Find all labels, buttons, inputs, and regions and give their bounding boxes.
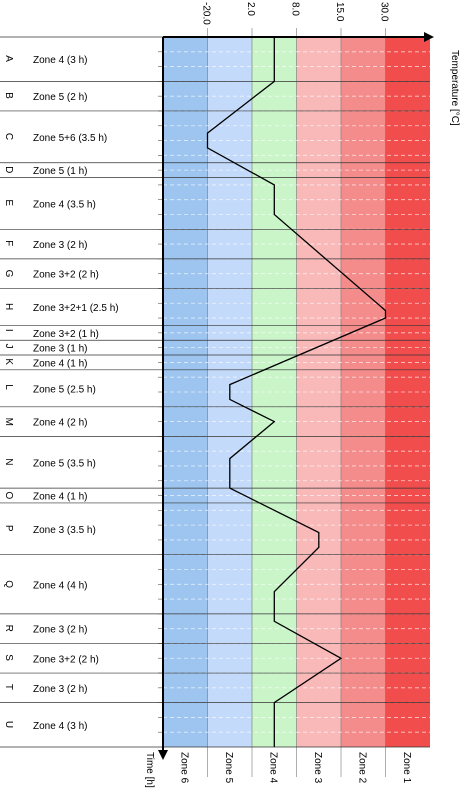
x-tick-label: -20.0	[201, 2, 212, 25]
segment-label: Zone 4 (1 h)	[33, 492, 87, 503]
zone-label: Zone 5	[223, 752, 234, 784]
segment-letter: E	[3, 199, 14, 206]
x-tick-labels: -20.0 2.0 8.0 15.0 30.0	[201, 2, 390, 25]
x-tick-label: 30.0	[379, 2, 390, 22]
segment-label: Zone 3+2 (2 h)	[33, 654, 99, 665]
segment-label: Zone 5 (3.5 h)	[33, 458, 96, 469]
x-axis-label: Temperature [°C]	[449, 50, 460, 126]
segment-label: Zone 3+2 (1 h)	[33, 329, 99, 340]
segment-letter: S	[3, 654, 14, 661]
segment-letter: O	[3, 492, 14, 500]
segment-label: Zone 5 (2.5 h)	[33, 384, 96, 395]
segment-letter: C	[3, 133, 14, 140]
segment-letter: N	[3, 458, 14, 465]
x-tick-label: 15.0	[334, 2, 345, 22]
segment-label: Zone 3+2 (2 h)	[33, 270, 99, 281]
segment-letter: A	[3, 55, 14, 62]
segment-letter: R	[3, 625, 14, 632]
segment-label: Zone 4 (3.5 h)	[33, 199, 96, 210]
segment-label: Zone 5 (1 h)	[33, 166, 87, 177]
x-tick-label: 2.0	[245, 2, 256, 16]
segment-letter: L	[3, 384, 14, 390]
segment-letter: P	[3, 525, 14, 532]
segment-label: Zone 3 (2 h)	[33, 684, 87, 695]
segment-label: Zone 5 (2 h)	[33, 92, 87, 103]
segment-letter: T	[3, 684, 14, 690]
segment-letter: H	[3, 303, 14, 310]
segment-letter: B	[3, 92, 14, 99]
y-axis-arrow	[158, 750, 168, 760]
segment-letter: D	[3, 166, 14, 173]
temperature-series-line	[206, 37, 387, 747]
x-tick-label: 8.0	[290, 2, 301, 16]
segment-label: Zone 3 (2 h)	[33, 625, 87, 636]
zone-label: Zone 2	[356, 752, 367, 784]
segment-label: Zone 4 (3 h)	[33, 721, 87, 732]
segment-letter: K	[3, 358, 14, 365]
segment-letter: I	[3, 329, 14, 332]
zone-label: Zone 4	[267, 752, 278, 784]
y-axis-label: Time [h]	[144, 752, 155, 788]
temperature-line	[206, 37, 387, 747]
segment-label: Zone 3 (1 h)	[33, 344, 87, 355]
segment-letter: J	[3, 344, 14, 349]
segment-label: Zone 4 (2 h)	[33, 418, 87, 429]
zone-labels: Zone 6 Zone 5 Zone 4 Zone 3 Zone 2 Zone 1	[178, 752, 412, 784]
zone-label: Zone 6	[178, 752, 189, 784]
segment-label: Zone 3+2+1 (2.5 h)	[33, 303, 119, 314]
segment-letter: Q	[3, 580, 14, 588]
segment-label: Zone 4 (4 h)	[33, 580, 87, 591]
segment-letter: M	[3, 418, 14, 426]
segment-rows: A Zone 4 (3 h) B Zone 5 (2 h) C Zone 5+6 (3.5…	[0, 36, 430, 748]
zone-label: Zone 3	[312, 752, 323, 784]
x-axis-arrow	[424, 32, 434, 42]
segment-letter: U	[3, 721, 14, 728]
axes: Temperature [°C] Time [h]	[144, 32, 460, 788]
segment-label: Zone 3 (3.5 h)	[33, 525, 96, 536]
segment-label: Zone 4 (1 h)	[33, 358, 87, 369]
segment-letter: G	[3, 270, 14, 278]
segment-label: Zone 5+6 (3.5 h)	[33, 133, 107, 144]
segment-letter: F	[3, 240, 14, 246]
zone-label: Zone 1	[401, 752, 412, 784]
segment-label: Zone 3 (2 h)	[33, 240, 87, 251]
segment-label: Zone 4 (3 h)	[33, 55, 87, 66]
